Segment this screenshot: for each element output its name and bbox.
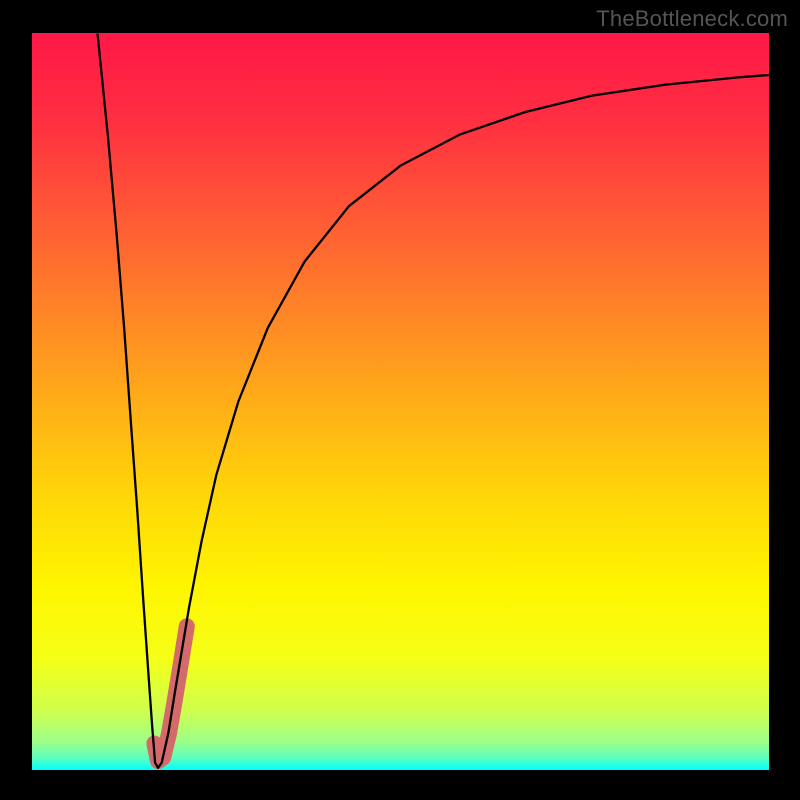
bottleneck-chart bbox=[0, 0, 800, 800]
attribution-label: TheBottleneck.com bbox=[596, 6, 788, 32]
plot-area bbox=[32, 33, 769, 770]
